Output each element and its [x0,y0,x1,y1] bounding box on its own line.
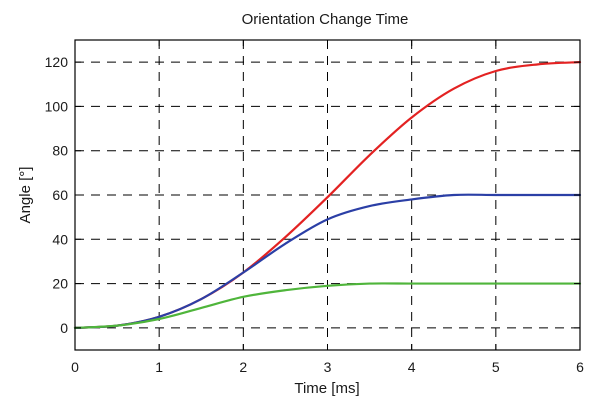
x-axis-label: Time [ms] [294,380,359,397]
y-tick-label: 20 [52,276,68,292]
x-tick-label: 2 [239,359,247,375]
x-tick-label: 5 [492,359,500,375]
y-tick-label: 0 [60,320,68,336]
y-tick-label: 100 [45,98,69,114]
x-tick-label: 4 [408,359,416,375]
y-tick-label: 40 [52,231,68,247]
series-line-green [73,282,582,329]
y-axis-label: Angle [°] [17,167,34,224]
y-tick-label: 80 [52,143,68,159]
x-tick-label: 3 [324,359,332,375]
series-lines [73,61,582,329]
x-tick-label: 0 [71,359,79,375]
x-tick-label: 1 [155,359,163,375]
series-line-blue [73,193,582,329]
chart-title: Orientation Change Time [242,11,409,28]
y-tick-label: 120 [45,54,69,70]
y-tick-label: 60 [52,187,68,203]
x-tick-label: 6 [576,359,584,375]
